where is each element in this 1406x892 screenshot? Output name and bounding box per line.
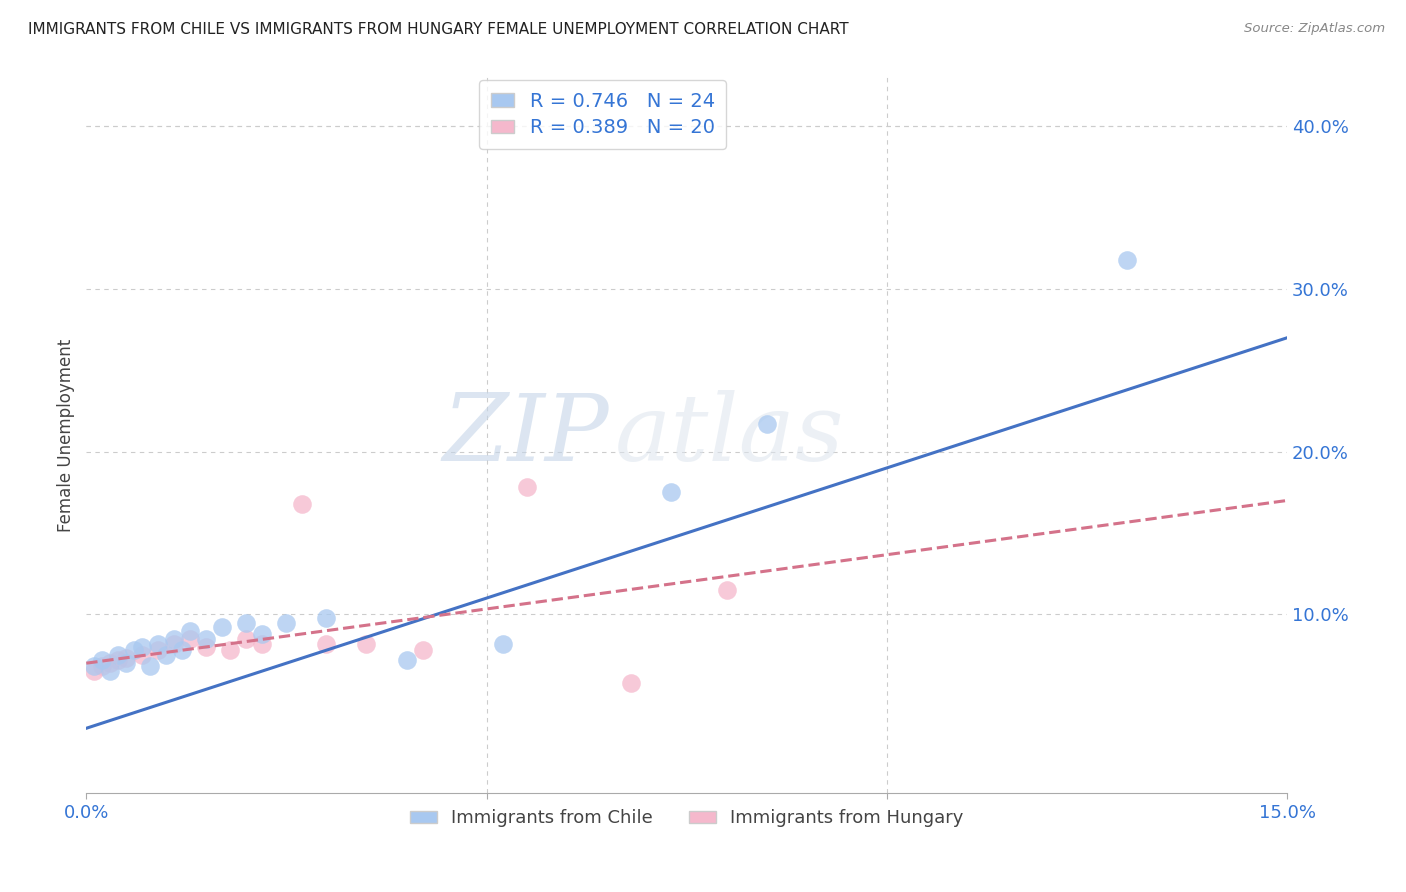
- Point: [163, 632, 186, 646]
- Point: [395, 653, 418, 667]
- Point: [179, 624, 201, 638]
- Point: [107, 648, 129, 662]
- Point: [755, 417, 778, 431]
- Point: [115, 651, 138, 665]
- Point: [155, 648, 177, 662]
- Point: [659, 485, 682, 500]
- Point: [115, 656, 138, 670]
- Y-axis label: Female Unemployment: Female Unemployment: [58, 339, 75, 532]
- Point: [83, 659, 105, 673]
- Point: [98, 656, 121, 670]
- Point: [716, 582, 738, 597]
- Point: [124, 643, 146, 657]
- Point: [139, 659, 162, 673]
- Point: [131, 640, 153, 654]
- Point: [195, 632, 218, 646]
- Point: [179, 632, 201, 646]
- Point: [491, 637, 513, 651]
- Point: [1116, 252, 1139, 267]
- Point: [211, 620, 233, 634]
- Point: [412, 643, 434, 657]
- Point: [91, 653, 114, 667]
- Point: [315, 637, 337, 651]
- Point: [91, 659, 114, 673]
- Point: [620, 675, 643, 690]
- Text: ZIP: ZIP: [441, 391, 609, 481]
- Point: [276, 615, 298, 630]
- Point: [252, 637, 274, 651]
- Point: [252, 627, 274, 641]
- Point: [148, 637, 170, 651]
- Point: [315, 610, 337, 624]
- Point: [356, 637, 378, 651]
- Point: [235, 615, 257, 630]
- Point: [195, 640, 218, 654]
- Point: [107, 653, 129, 667]
- Point: [172, 643, 194, 657]
- Point: [163, 637, 186, 651]
- Text: atlas: atlas: [614, 391, 844, 481]
- Point: [291, 497, 314, 511]
- Point: [83, 665, 105, 679]
- Text: Source: ZipAtlas.com: Source: ZipAtlas.com: [1244, 22, 1385, 36]
- Point: [235, 632, 257, 646]
- Point: [148, 643, 170, 657]
- Point: [98, 665, 121, 679]
- Legend: Immigrants from Chile, Immigrants from Hungary: Immigrants from Chile, Immigrants from H…: [402, 802, 972, 834]
- Text: IMMIGRANTS FROM CHILE VS IMMIGRANTS FROM HUNGARY FEMALE UNEMPLOYMENT CORRELATION: IMMIGRANTS FROM CHILE VS IMMIGRANTS FROM…: [28, 22, 849, 37]
- Point: [516, 480, 538, 494]
- Point: [219, 643, 242, 657]
- Point: [131, 648, 153, 662]
